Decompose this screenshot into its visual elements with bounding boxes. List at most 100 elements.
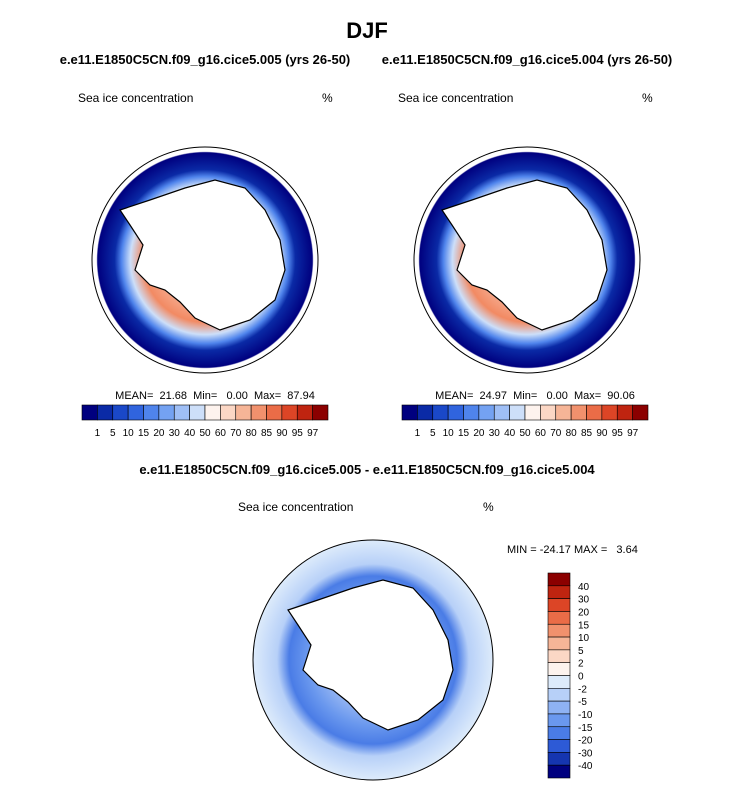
colorbar-box bbox=[235, 404, 252, 421]
colorbar-box bbox=[547, 752, 571, 766]
colorbar-label: 20 bbox=[153, 428, 165, 439]
colorbar-label: 85 bbox=[581, 428, 593, 439]
panel-label: Sea ice concentration bbox=[78, 91, 193, 105]
colorbar-box bbox=[570, 404, 587, 421]
colorbar-label: -15 bbox=[578, 723, 593, 734]
colorbar-box bbox=[173, 404, 190, 421]
colorbar-box bbox=[632, 404, 649, 421]
colorbar-label: 60 bbox=[535, 428, 547, 439]
colorbar-label: 15 bbox=[138, 428, 150, 439]
colorbar-label: 20 bbox=[578, 607, 590, 618]
colorbar-label: 70 bbox=[230, 428, 242, 439]
panel-units: % bbox=[642, 91, 653, 105]
colorbar-box bbox=[547, 688, 571, 702]
colorbar-box bbox=[266, 404, 283, 421]
colorbar-box bbox=[547, 700, 571, 715]
colorbar-box bbox=[547, 713, 571, 728]
panel-stats: MEAN= 21.68 Min= 0.00 Max= 87.94 bbox=[115, 390, 315, 402]
colorbar-label: -20 bbox=[578, 736, 593, 747]
colorbar-box bbox=[547, 662, 571, 676]
colorbar-label: 10 bbox=[443, 428, 455, 439]
colorbar-label: -30 bbox=[578, 748, 593, 759]
colorbar-label: 1 bbox=[95, 428, 101, 439]
panel-label: Sea ice concentration bbox=[398, 91, 513, 105]
colorbar-box bbox=[547, 611, 571, 625]
colorbar-box bbox=[97, 404, 114, 421]
colorbar-label: -10 bbox=[578, 710, 593, 721]
panel-units: % bbox=[483, 500, 494, 514]
colorbar-label: 50 bbox=[519, 428, 531, 439]
colorbar-label: 5 bbox=[110, 428, 116, 439]
polar-map bbox=[252, 539, 494, 781]
colorbar-box bbox=[158, 404, 175, 421]
colorbar-label: 5 bbox=[578, 646, 584, 657]
colorbar-label: 97 bbox=[307, 428, 319, 439]
panel-label: Sea ice concentration bbox=[238, 500, 353, 514]
colorbar-label: 97 bbox=[627, 428, 639, 439]
colorbar-label: 40 bbox=[184, 428, 196, 439]
colorbar-box bbox=[547, 726, 571, 740]
panel-subtitle: e.e11.E1850C5CN.f09_g16.cice5.004 (yrs 2… bbox=[382, 52, 673, 67]
polar-map bbox=[91, 146, 319, 374]
colorbar-box bbox=[616, 404, 633, 421]
colorbar-box bbox=[204, 404, 221, 421]
colorbar-box bbox=[220, 404, 237, 421]
colorbar-label: -40 bbox=[578, 761, 593, 772]
panel-stats: MEAN= 24.97 Min= 0.00 Max= 90.06 bbox=[435, 390, 635, 402]
colorbar-box bbox=[81, 404, 98, 421]
colorbar-box bbox=[312, 404, 329, 421]
colorbar-label: 0 bbox=[578, 672, 584, 683]
colorbar-box bbox=[143, 404, 160, 421]
colorbar-label: 20 bbox=[473, 428, 485, 439]
colorbar-box bbox=[547, 598, 571, 612]
colorbar-label: 70 bbox=[550, 428, 562, 439]
colorbar-box bbox=[127, 404, 144, 421]
colorbar-box bbox=[478, 404, 495, 421]
colorbar-label: 15 bbox=[578, 620, 590, 631]
colorbar-label: 50 bbox=[199, 428, 211, 439]
colorbar-label: 95 bbox=[612, 428, 624, 439]
colorbar-box bbox=[547, 636, 571, 651]
colorbar-box bbox=[555, 404, 572, 421]
colorbar-box bbox=[524, 404, 541, 421]
colorbar-box bbox=[547, 585, 571, 599]
panel-units: % bbox=[322, 91, 333, 105]
colorbar-box bbox=[493, 404, 510, 421]
colorbar-label: 80 bbox=[246, 428, 258, 439]
colorbar-label: 85 bbox=[261, 428, 273, 439]
colorbar-label: 90 bbox=[276, 428, 288, 439]
colorbar-label: 40 bbox=[578, 582, 590, 593]
colorbar-label: 30 bbox=[578, 595, 590, 606]
colorbar-box bbox=[250, 404, 267, 421]
colorbar-label: -2 bbox=[578, 684, 587, 695]
colorbar-box bbox=[547, 649, 571, 663]
colorbar-box bbox=[463, 404, 480, 421]
colorbar-label: 15 bbox=[458, 428, 470, 439]
colorbar-box bbox=[547, 675, 571, 689]
colorbar-box bbox=[601, 404, 618, 421]
colorbar-box bbox=[417, 404, 434, 421]
colorbar-label: 30 bbox=[489, 428, 501, 439]
colorbar-box bbox=[296, 404, 313, 421]
colorbar-box bbox=[189, 404, 206, 421]
colorbar-label: 10 bbox=[123, 428, 135, 439]
colorbar-label: 10 bbox=[578, 633, 590, 644]
colorbar-label: 90 bbox=[596, 428, 608, 439]
colorbar-label: 5 bbox=[430, 428, 436, 439]
colorbar-label: 95 bbox=[292, 428, 304, 439]
colorbar-box bbox=[540, 404, 557, 421]
colorbar-label: 2 bbox=[578, 659, 584, 670]
colorbar-label: -5 bbox=[578, 697, 587, 708]
colorbar-box bbox=[112, 404, 129, 421]
colorbar-box bbox=[547, 764, 571, 779]
colorbar-label: 30 bbox=[169, 428, 181, 439]
colorbar-label: 60 bbox=[215, 428, 227, 439]
colorbar-label: 40 bbox=[504, 428, 516, 439]
colorbar-box bbox=[447, 404, 464, 421]
colorbar-box bbox=[547, 739, 571, 753]
colorbar-box bbox=[547, 572, 571, 587]
colorbar-box bbox=[509, 404, 526, 421]
colorbar-box bbox=[401, 404, 418, 421]
colorbar-box bbox=[432, 404, 449, 421]
